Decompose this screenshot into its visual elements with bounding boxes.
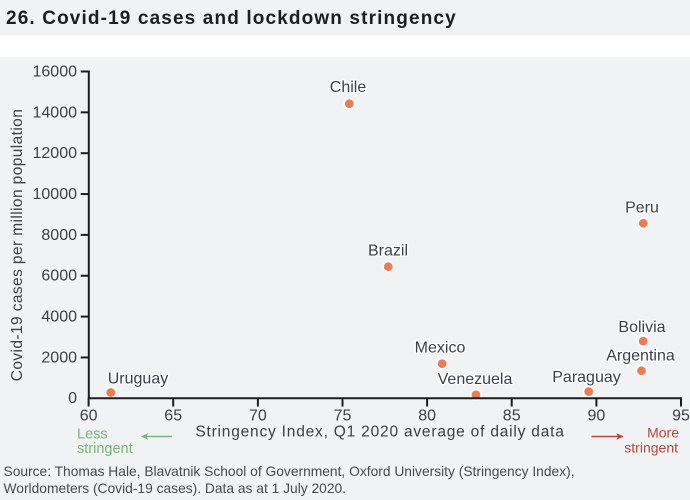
svg-text:65: 65 — [164, 408, 182, 425]
svg-text:stringent: stringent — [624, 440, 678, 456]
svg-text:95: 95 — [672, 408, 690, 425]
svg-text:Less: Less — [77, 427, 108, 443]
svg-text:Venezuela: Venezuela — [438, 371, 513, 388]
svg-text:Stringency Index, Q1 2020 aver: Stringency Index, Q1 2020 average of dai… — [195, 424, 564, 441]
svg-text:Bolivia: Bolivia — [618, 319, 665, 336]
svg-text:60: 60 — [80, 408, 98, 425]
svg-text:Paraguay: Paraguay — [552, 369, 621, 386]
svg-text:10000: 10000 — [33, 186, 78, 203]
svg-text:Uruguay: Uruguay — [108, 371, 168, 388]
svg-text:Source: Thomas Hale, Blavatnik: Source: Thomas Hale, Blavatnik School of… — [4, 464, 575, 479]
svg-text:16000: 16000 — [33, 63, 78, 80]
svg-text:70: 70 — [249, 408, 267, 425]
svg-text:Covid-19 cases per million pop: Covid-19 cases per million population — [9, 109, 26, 381]
svg-text:Argentina: Argentina — [606, 348, 675, 365]
svg-text:Worldometers (Covid-19 cases).: Worldometers (Covid-19 cases). Data as a… — [4, 481, 347, 496]
svg-text:0: 0 — [68, 390, 77, 407]
svg-text:26. Covid-19 cases and lockdow: 26. Covid-19 cases and lockdown stringen… — [6, 8, 457, 29]
svg-text:8000: 8000 — [41, 227, 77, 244]
svg-text:2000: 2000 — [41, 349, 77, 366]
svg-text:Brazil: Brazil — [368, 243, 408, 260]
svg-text:More: More — [647, 425, 679, 441]
svg-text:6000: 6000 — [41, 268, 77, 285]
svg-text:80: 80 — [418, 408, 436, 425]
svg-text:Peru: Peru — [625, 200, 659, 217]
svg-text:14000: 14000 — [33, 104, 78, 121]
svg-text:4000: 4000 — [41, 309, 77, 326]
svg-text:Mexico: Mexico — [415, 340, 466, 357]
svg-text:12000: 12000 — [33, 145, 78, 162]
svg-text:75: 75 — [334, 408, 352, 425]
svg-text:stringent: stringent — [77, 441, 133, 457]
svg-text:85: 85 — [503, 408, 521, 425]
svg-text:90: 90 — [588, 408, 606, 425]
svg-text:Chile: Chile — [330, 79, 367, 96]
